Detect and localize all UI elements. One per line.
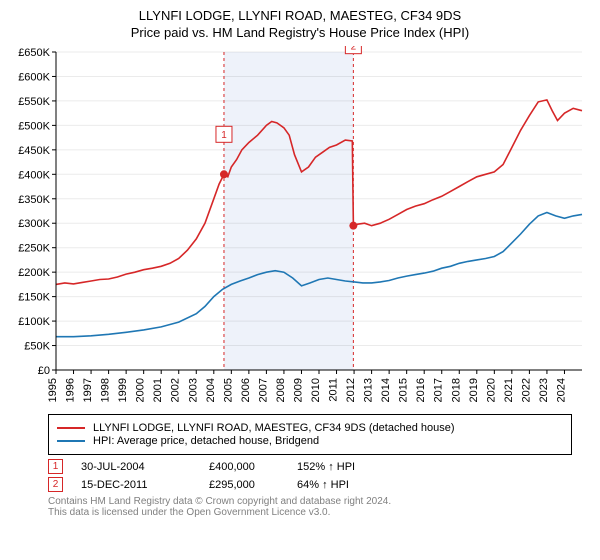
x-tick-label: 1999 [117,378,129,402]
shaded-region [224,52,353,370]
x-tick-label: 2006 [240,378,252,402]
event-id-marker: 2 [48,477,63,492]
x-tick-label: 2008 [275,378,287,402]
event-date: 15-DEC-2011 [81,479,191,491]
events-table: 1 30-JUL-2004 £400,000 152% ↑ HPI 2 15-DEC-20… [48,459,572,492]
x-tick-label: 2020 [485,378,497,402]
x-tick-label: 2016 [415,378,427,402]
x-tick-label: 2019 [468,378,480,402]
x-tick-label: 1997 [82,378,94,402]
x-tick-label: 2004 [205,378,217,402]
x-tick-label: 2015 [398,378,410,402]
event-price: £400,000 [209,461,279,473]
x-tick-label: 2005 [222,378,234,402]
y-tick-label: £200K [18,267,50,279]
legend-swatch [57,440,85,442]
x-tick-label: 1998 [100,378,112,402]
x-tick-label: 2017 [433,378,445,402]
chart-container: LLYNFI LODGE, LLYNFI ROAD, MAESTEG, CF34… [0,0,600,522]
event-dot [349,222,357,230]
event-price: £295,000 [209,479,279,491]
y-tick-label: £400K [18,169,50,181]
x-tick-label: 2009 [292,378,304,402]
event-dot [220,170,228,178]
x-tick-label: 1996 [65,378,77,402]
y-tick-label: £600K [18,71,50,83]
legend-label: LLYNFI LODGE, LLYNFI ROAD, MAESTEG, CF34… [93,422,455,434]
x-tick-label: 2021 [503,378,515,402]
x-tick-label: 2000 [135,378,147,402]
y-tick-label: £350K [18,194,50,206]
legend-label: HPI: Average price, detached house, Brid… [93,435,319,447]
legend-item: LLYNFI LODGE, LLYNFI ROAD, MAESTEG, CF34… [57,422,563,434]
x-tick-label: 2007 [257,378,269,402]
title-block: LLYNFI LODGE, LLYNFI ROAD, MAESTEG, CF34… [8,8,592,40]
x-tick-label: 2024 [555,378,567,402]
legend: LLYNFI LODGE, LLYNFI ROAD, MAESTEG, CF34… [48,414,572,455]
y-tick-label: £150K [18,292,50,304]
footer-line-1: Contains HM Land Registry data © Crown c… [48,496,572,507]
x-tick-label: 2002 [170,378,182,402]
legend-swatch [57,427,85,429]
x-tick-label: 2012 [345,378,357,402]
event-id-marker: 1 [48,459,63,474]
y-tick-label: £500K [18,120,50,132]
event-row: 2 15-DEC-2011 £295,000 64% ↑ HPI [48,477,572,492]
legend-item: HPI: Average price, detached house, Brid… [57,435,563,447]
plot-area: £0 £50K £100K £150K £200K £250K £300K £350K £400… [8,46,592,406]
footer: Contains HM Land Registry data © Crown c… [48,496,572,518]
x-tick-label: 2022 [520,378,532,402]
y-tick-label: £0 [38,365,50,377]
y-tick-label: £450K [18,145,50,157]
x-tick-label: 2011 [328,378,340,402]
footer-line-2: This data is licensed under the Open Gov… [48,507,572,518]
y-tick-label: £50K [24,341,50,353]
plot-svg: £0 £50K £100K £150K £200K £250K £300K £350K £400… [8,46,592,406]
x-tick-label: 2013 [363,378,375,402]
event-pct: 152% ↑ HPI [297,461,397,473]
title-line-1: LLYNFI LODGE, LLYNFI ROAD, MAESTEG, CF34… [8,8,592,23]
y-tick-label: £300K [18,218,50,230]
event-marker-label: 2 [351,46,357,52]
x-tick-label: 2001 [152,378,164,402]
event-pct: 64% ↑ HPI [297,479,397,491]
x-tick-label: 2010 [310,378,322,402]
x-tick-label: 2018 [450,378,462,402]
x-tick-label: 2023 [538,378,550,402]
title-line-2: Price paid vs. HM Land Registry's House … [8,25,592,40]
event-row: 1 30-JUL-2004 £400,000 152% ↑ HPI [48,459,572,474]
event-date: 30-JUL-2004 [81,461,191,473]
x-tick-label: 1995 [47,378,59,402]
event-marker-label: 1 [221,130,227,141]
y-tick-label: £100K [18,316,50,328]
y-tick-label: £650K [18,47,50,59]
y-tick-label: £550K [18,96,50,108]
x-tick-label: 2003 [187,378,199,402]
x-tick-label: 2014 [380,378,392,402]
y-tick-label: £250K [18,243,50,255]
